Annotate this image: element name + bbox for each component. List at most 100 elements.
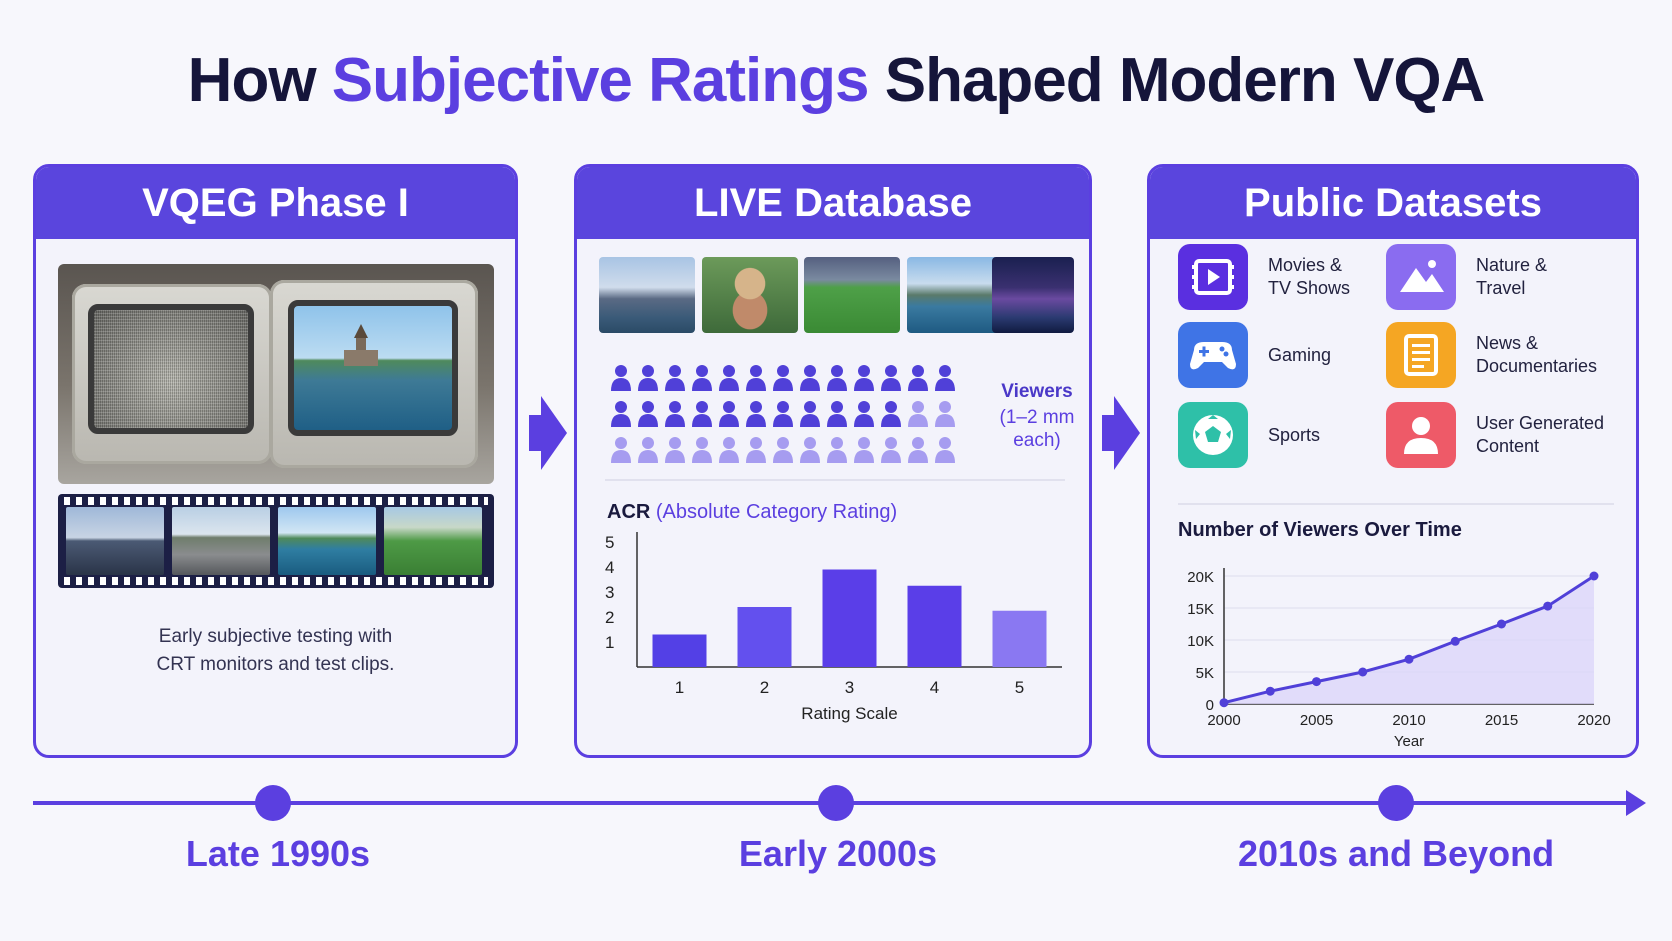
x-tick-label: 2015 — [1485, 712, 1518, 729]
viewer-icon — [935, 365, 955, 391]
viewer-icon — [746, 437, 766, 463]
panel-live-database: LIVE Database Viewers (1–2 mm each) ACR … — [574, 164, 1092, 758]
viewer-icon — [827, 401, 847, 427]
timeline-arrowhead — [1626, 790, 1646, 816]
noisy-screen — [88, 304, 254, 434]
thumb-woman-in-hat — [702, 257, 798, 333]
viewer-icon — [854, 437, 874, 463]
viewer-icon — [746, 365, 766, 391]
viewer-icon — [746, 401, 766, 427]
panel-heading: Public Datasets — [1150, 167, 1636, 239]
soccer-ball-icon — [1178, 402, 1248, 468]
acr-bar-chart: 1 2 3 4 5 1 2 3 4 5 Rating Scale — [605, 532, 1062, 723]
viewer-icon — [665, 401, 685, 427]
y-tick-label: 3 — [605, 583, 614, 602]
y-tick-label: 5K — [1196, 665, 1214, 682]
document-icon — [1386, 322, 1456, 388]
viewer-icon — [881, 365, 901, 391]
viewer-icon — [638, 365, 658, 391]
acr-chart-title: ACR (Absolute Category Rating) — [607, 501, 898, 523]
viewer-icon — [800, 365, 820, 391]
gamepad-icon — [1178, 322, 1248, 388]
thumb-soccer-match — [804, 257, 900, 333]
y-tick-label: 15K — [1187, 601, 1214, 618]
bar — [652, 634, 707, 667]
x-tick-label: 2010 — [1392, 712, 1425, 729]
thumb-city-skyline — [599, 257, 695, 333]
castle-icon — [344, 324, 378, 366]
user-icon — [1386, 402, 1456, 468]
viewer-icon — [611, 401, 631, 427]
timeline-dot — [818, 785, 854, 821]
viewer-icon — [935, 437, 955, 463]
viewer-icon — [638, 437, 658, 463]
x-tick-label: 2000 — [1207, 712, 1240, 729]
bar — [992, 610, 1047, 667]
era-label-early-2000s: Early 2000s — [738, 833, 938, 874]
category-label: News & Documentaries — [1476, 333, 1598, 376]
viewer-icon — [719, 437, 739, 463]
flow-arrow-1 — [529, 396, 567, 470]
y-tick-label: 1 — [605, 633, 614, 652]
viewer-icon — [854, 365, 874, 391]
divider — [605, 479, 1065, 481]
viewer-icon — [692, 401, 712, 427]
viewer-icon — [665, 365, 685, 391]
mountain-icon — [1386, 244, 1456, 310]
panel-caption: Early subjective testing with CRT monito… — [156, 626, 395, 675]
data-point — [1404, 654, 1414, 664]
panel-vqeg-phase-1: VQEG Phase I Early subjective testing wi… — [33, 164, 518, 758]
data-point — [1589, 571, 1599, 581]
thumb-mountain-lake — [907, 257, 1003, 333]
title-accent: Subjective Ratings — [331, 46, 870, 115]
viewer-icon — [611, 437, 631, 463]
line-chart-title: Number of Viewers Over Time — [1178, 519, 1462, 541]
viewer-icon — [773, 365, 793, 391]
x-tick-label: 2020 — [1577, 712, 1610, 729]
viewer-icon — [692, 365, 712, 391]
viewer-icon — [827, 365, 847, 391]
data-point — [1497, 619, 1506, 629]
film-frame-soccer — [384, 507, 482, 575]
viewers-label: Viewers (1–2 mm each) — [999, 381, 1075, 451]
page-title: How Subjective Ratings Shaped Modern VQA — [187, 46, 1486, 115]
viewers-line-chart: 0 5K 10K 15K 20K 2000 2005 2010 2015 2020 Year — [1187, 568, 1611, 750]
data-point — [1450, 636, 1460, 646]
divider — [1178, 503, 1614, 505]
film-icon — [1178, 244, 1248, 310]
viewer-icon — [719, 401, 739, 427]
category-label: Nature & Travel — [1476, 255, 1548, 298]
viewer-icon — [908, 365, 928, 391]
viewer-icon — [935, 401, 955, 427]
film-frame-lake — [278, 507, 376, 575]
data-point — [1265, 686, 1275, 696]
data-point — [1543, 601, 1553, 611]
y-tick-label: 0 — [1206, 697, 1214, 714]
viewer-icon — [638, 401, 658, 427]
y-tick-label: 2 — [605, 608, 614, 627]
y-tick-label: 20K — [1187, 569, 1214, 586]
film-frame-highway — [172, 507, 270, 575]
panel-public-datasets: Public Datasets Movies & TV Shows Nature … — [1147, 164, 1639, 758]
x-tick-label: 3 — [845, 678, 854, 697]
x-tick-label: 1 — [675, 678, 684, 697]
timeline-dot — [1378, 785, 1414, 821]
viewer-icon — [800, 401, 820, 427]
category-label: Movies & TV Shows — [1268, 255, 1351, 298]
film-frame-city — [66, 507, 164, 575]
x-axis-label: Year — [1394, 733, 1424, 750]
data-point — [1219, 698, 1229, 708]
viewer-icon — [908, 401, 928, 427]
viewers-grid — [611, 365, 955, 463]
bar — [822, 569, 877, 667]
viewer-icon — [773, 401, 793, 427]
viewer-icon — [611, 365, 631, 391]
viewer-icon — [719, 365, 739, 391]
viewer-icon — [800, 437, 820, 463]
category-label: Gaming — [1268, 344, 1332, 365]
viewer-icon — [908, 437, 928, 463]
panel-heading: VQEG Phase I — [36, 167, 515, 239]
data-point — [1358, 667, 1368, 677]
panel-heading: LIVE Database — [577, 167, 1089, 239]
viewer-icon — [665, 437, 685, 463]
